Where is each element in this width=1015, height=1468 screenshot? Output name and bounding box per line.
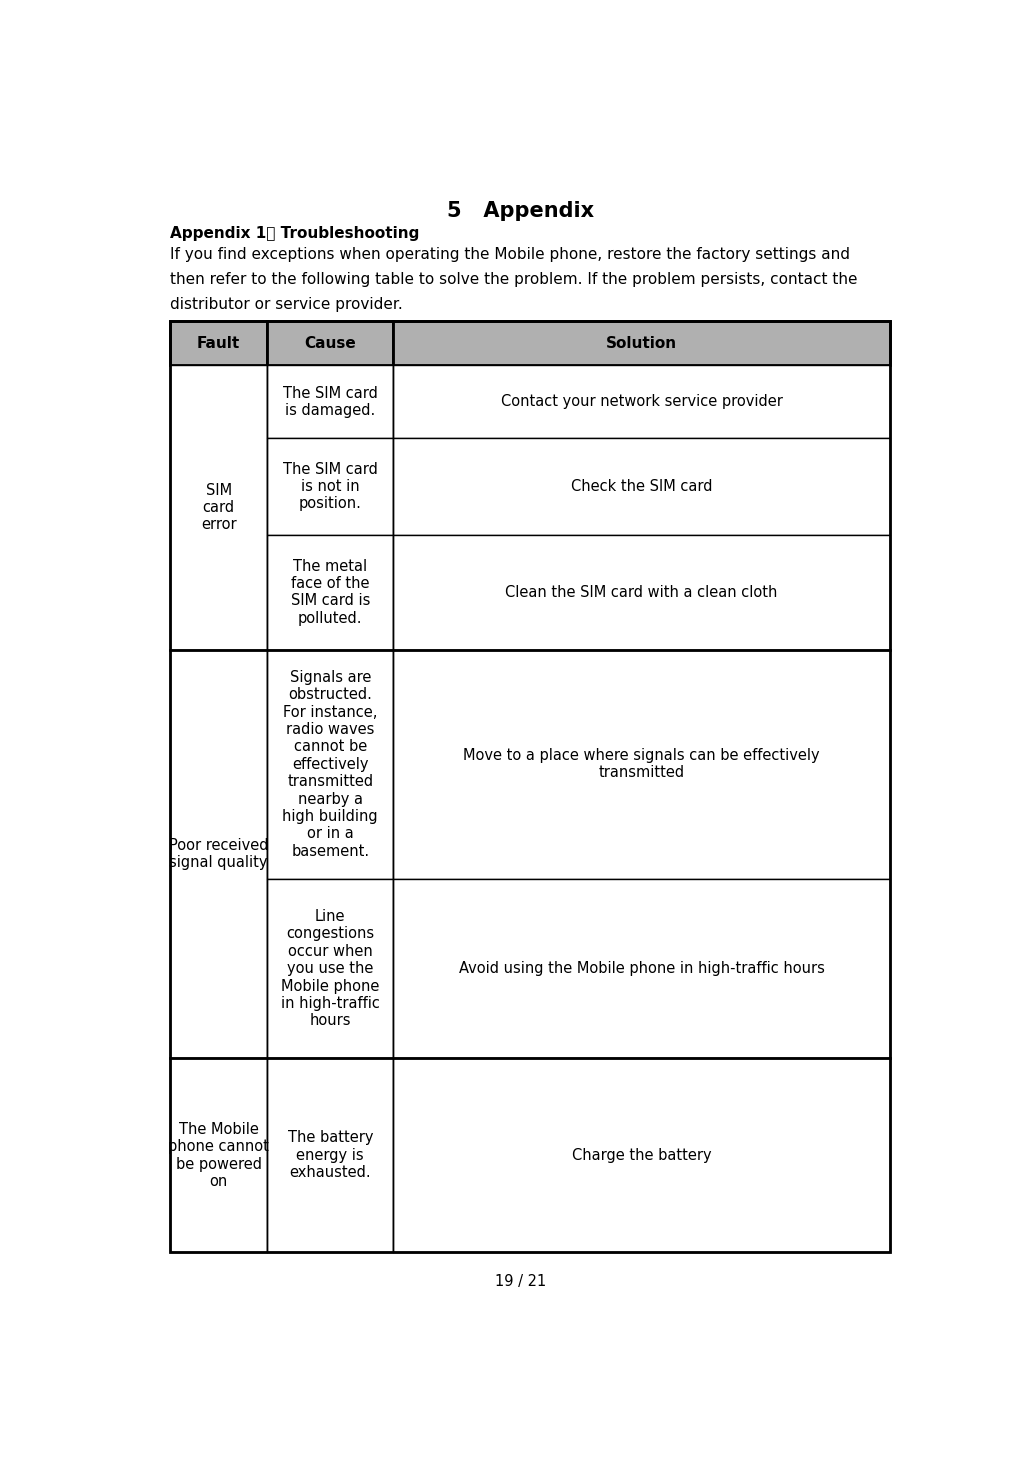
Text: Appendix 1： Troubleshooting: Appendix 1： Troubleshooting xyxy=(171,226,419,241)
Bar xyxy=(267,650,393,879)
Bar xyxy=(393,879,890,1058)
Text: Contact your network service provider: Contact your network service provider xyxy=(500,395,783,410)
Bar xyxy=(393,321,890,366)
Bar xyxy=(171,321,890,1252)
Bar xyxy=(267,879,393,1058)
Text: Cause: Cause xyxy=(304,336,356,351)
Bar xyxy=(393,650,890,879)
Bar xyxy=(393,366,890,439)
Text: distributor or service provider.: distributor or service provider. xyxy=(171,297,403,313)
Text: The battery
energy is
exhausted.: The battery energy is exhausted. xyxy=(287,1130,374,1180)
Bar xyxy=(267,366,393,439)
Text: 5   Appendix: 5 Appendix xyxy=(447,201,594,222)
Text: The metal
face of the
SIM card is
polluted.: The metal face of the SIM card is pollut… xyxy=(290,558,370,625)
Text: then refer to the following table to solve the problem. If the problem persists,: then refer to the following table to sol… xyxy=(171,272,858,288)
Bar xyxy=(267,321,393,366)
Bar xyxy=(171,321,267,366)
Text: Signals are
obstructed.
For instance,
radio waves
cannot be
effectively
transmit: Signals are obstructed. For instance, ra… xyxy=(282,669,379,859)
Text: The SIM card
is not in
position.: The SIM card is not in position. xyxy=(283,461,378,511)
Text: The Mobile
phone cannot
be powered
on: The Mobile phone cannot be powered on xyxy=(168,1122,269,1189)
Bar xyxy=(393,439,890,534)
Text: Line
congestions
occur when
you use the
Mobile phone
in high-traffic
hours: Line congestions occur when you use the … xyxy=(281,909,380,1028)
Text: 19 / 21: 19 / 21 xyxy=(494,1274,546,1289)
Bar xyxy=(267,439,393,534)
Text: Move to a place where signals can be effectively
transmitted: Move to a place where signals can be eff… xyxy=(463,749,820,781)
Text: Fault: Fault xyxy=(197,336,241,351)
Bar xyxy=(171,650,267,1058)
Text: Check the SIM card: Check the SIM card xyxy=(570,479,713,493)
Text: SIM
card
error: SIM card error xyxy=(201,483,236,533)
Text: Charge the battery: Charge the battery xyxy=(571,1148,712,1163)
Bar xyxy=(267,1058,393,1252)
Bar xyxy=(171,366,267,650)
Text: Avoid using the Mobile phone in high-traffic hours: Avoid using the Mobile phone in high-tra… xyxy=(459,962,824,976)
Bar xyxy=(393,534,890,650)
Text: Clean the SIM card with a clean cloth: Clean the SIM card with a clean cloth xyxy=(505,584,777,599)
Bar xyxy=(267,534,393,650)
Text: If you find exceptions when operating the Mobile phone, restore the factory sett: If you find exceptions when operating th… xyxy=(171,248,851,263)
Text: Poor received
signal quality: Poor received signal quality xyxy=(168,838,269,871)
Text: The SIM card
is damaged.: The SIM card is damaged. xyxy=(283,386,378,418)
Text: Solution: Solution xyxy=(606,336,677,351)
Bar xyxy=(171,1058,267,1252)
Bar xyxy=(393,1058,890,1252)
